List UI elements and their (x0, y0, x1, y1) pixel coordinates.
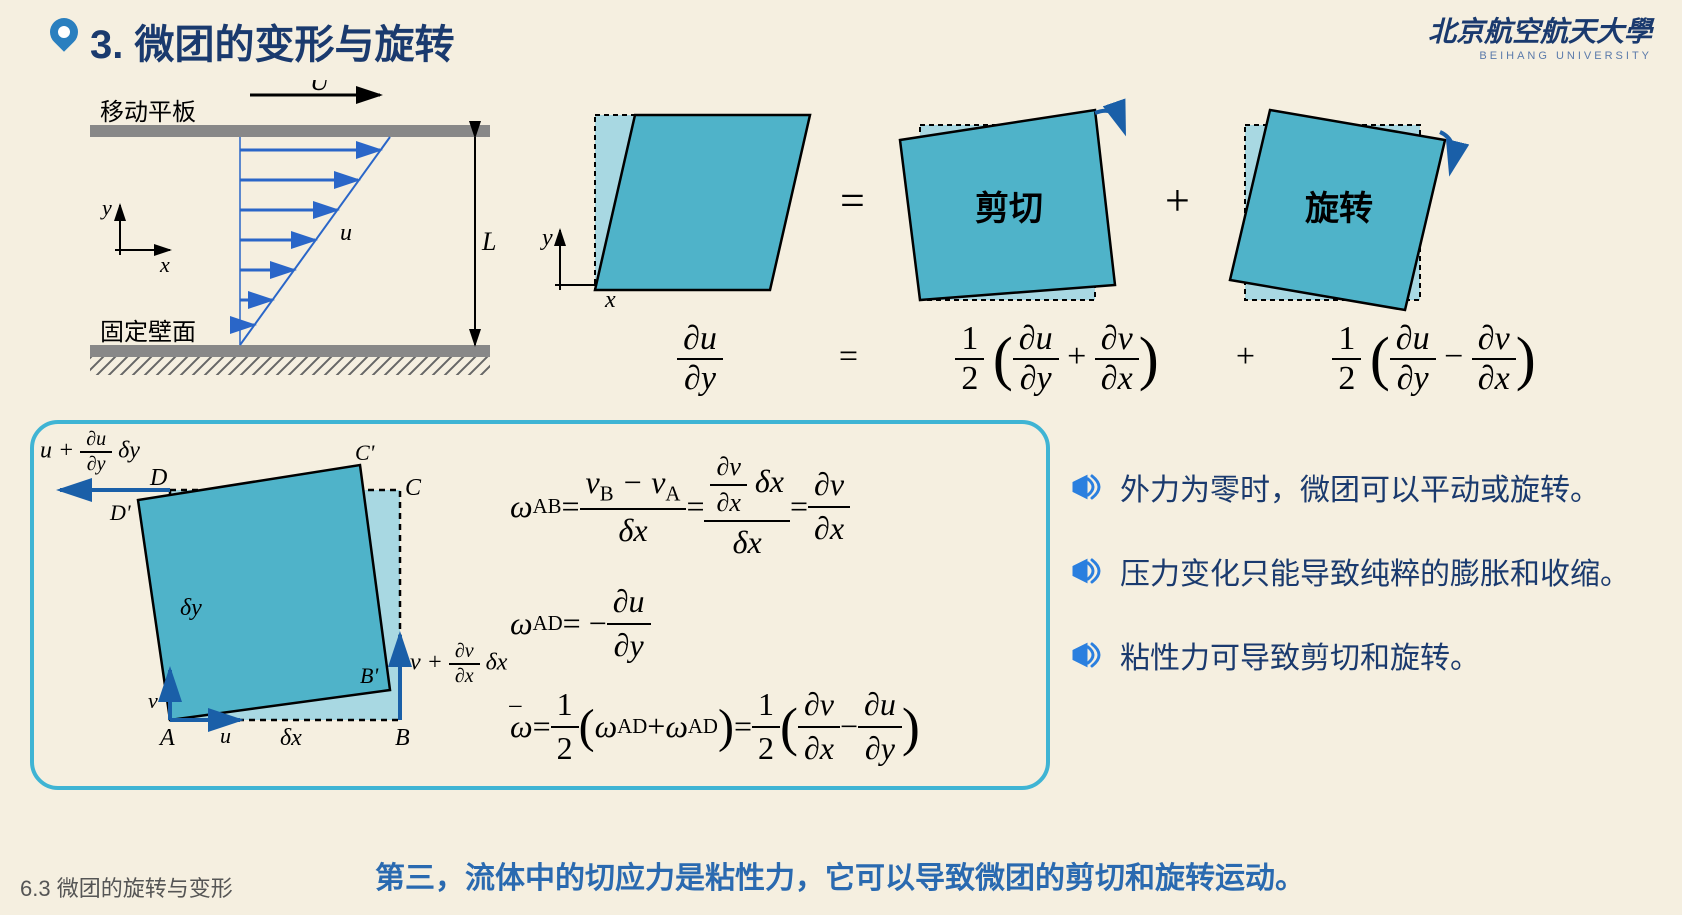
bottom-plate-label: 固定壁面 (100, 319, 196, 346)
y-axis: y (100, 195, 112, 220)
decomposition-equation: ∂u∂y = 12 (∂u∂y + ∂v∂x) + 12 (∂u∂y − ∂v∂… (610, 320, 1660, 398)
u-plus-label: u + ∂u∂y δy (40, 428, 140, 476)
svg-text:C': C' (355, 440, 375, 465)
U-label: U (310, 80, 331, 96)
pin-icon (44, 12, 84, 52)
svg-text:B': B' (360, 663, 378, 688)
bullet-3: 粘性力可导致剪切和旋转。 (1120, 633, 1480, 677)
L-label: L (481, 227, 496, 256)
univ-en: BEIHANG UNIVERSITY (1428, 50, 1652, 62)
v-plus-label: v + ∂v∂x δx (410, 640, 507, 688)
university-logo: 北京航空航天大學 BEIHANG UNIVERSITY (1428, 10, 1652, 62)
svg-text:D': D' (109, 500, 131, 525)
x-axis: x (159, 252, 170, 277)
couette-diagram: U 移动平板 固定壁面 L u y x (80, 80, 500, 380)
bullet-1: 外力为零时，微团可以平动或旋转。 (1120, 465, 1600, 509)
bullet-2: 压力变化只能导致纯粹的膨胀和收缩。 (1120, 549, 1630, 593)
omega-equations: ωAB = vB − vAδx = ∂v∂x δxδx = ∂v∂x ωAD =… (510, 450, 920, 788)
slide-title: 3. 微团的变形与旋转 (90, 12, 454, 70)
bullet-list: 外力为零时，微团可以平动或旋转。 压力变化只能导致纯粹的膨胀和收缩。 粘性力可导… (1070, 465, 1670, 717)
univ-cn: 北京航空航天大學 (1428, 10, 1652, 50)
element-diagram: A B C D B' C' D' δx δy u v (50, 435, 450, 775)
svg-text:u: u (220, 723, 231, 748)
svg-text:=: = (840, 176, 865, 225)
svg-text:B: B (395, 725, 410, 751)
shear-label: 剪切 (975, 190, 1043, 228)
svg-text:δy: δy (180, 595, 202, 621)
svg-text:C: C (405, 475, 422, 501)
svg-text:v: v (148, 688, 158, 713)
megaphone-icon (1070, 553, 1106, 589)
megaphone-icon (1070, 469, 1106, 505)
megaphone-icon (1070, 637, 1106, 673)
svg-text:δx: δx (280, 725, 302, 751)
footer-section: 6.3 微团的旋转与变形 (20, 871, 233, 903)
svg-text:+: + (1165, 176, 1190, 225)
u-label: u (340, 220, 352, 246)
svg-text:D: D (149, 465, 167, 491)
svg-text:y: y (540, 225, 553, 251)
footer-main: 第三，流体中的切应力是粘性力，它可以导致微团的剪切和旋转运动。 (290, 853, 1390, 897)
svg-text:A: A (158, 725, 175, 751)
rotation-label: 旋转 (1305, 190, 1373, 228)
top-plate-label: 移动平板 (100, 99, 196, 126)
